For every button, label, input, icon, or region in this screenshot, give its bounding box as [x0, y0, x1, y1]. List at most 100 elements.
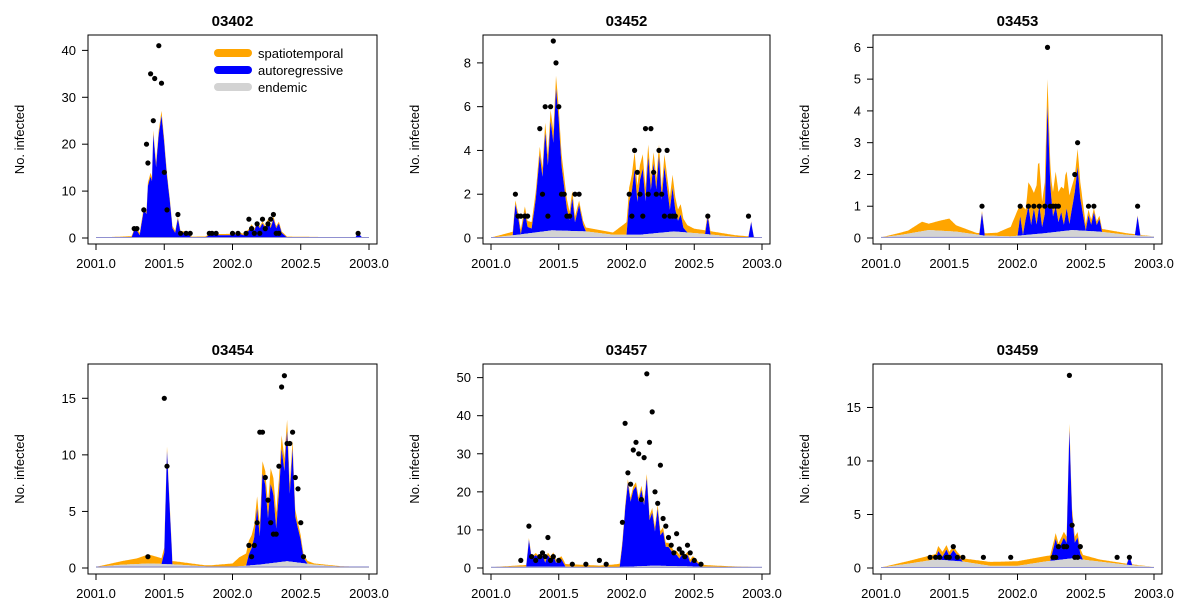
- observed-point: [946, 554, 952, 560]
- observed-point: [161, 169, 167, 175]
- observed-point: [576, 191, 582, 197]
- observed-point: [525, 213, 531, 219]
- y-tick-label: 40: [457, 408, 471, 423]
- observed-point: [927, 554, 933, 560]
- plot-area: [491, 38, 762, 239]
- y-tick-label: 10: [62, 184, 76, 199]
- observed-point: [249, 226, 255, 232]
- observed-point: [270, 211, 276, 218]
- x-tick-label: 2001.0: [861, 256, 901, 271]
- endemic-area: [96, 561, 369, 568]
- y-axis-label: No. infected: [797, 434, 812, 503]
- x-tick-label: 2001.0: [861, 586, 901, 601]
- observed-point: [246, 216, 252, 222]
- x-tick-label: 2001.5: [539, 256, 579, 271]
- observed-point: [150, 118, 156, 124]
- y-tick-label: 20: [62, 137, 76, 152]
- observed-point: [273, 531, 279, 537]
- observed-point: [1066, 372, 1072, 378]
- observed-point: [518, 557, 524, 564]
- panel-03454: 2001.0 2001.5 2002.0 2002.5 2003.0 0 5 10 15 0345…: [12, 342, 389, 601]
- observed-point: [629, 213, 635, 219]
- x-tick-label: 2002.0: [607, 256, 647, 271]
- observed-point: [254, 221, 260, 227]
- y-tick-label: 10: [62, 447, 76, 462]
- x-tick-label: 2001.0: [76, 256, 116, 271]
- observed-point: [268, 520, 274, 526]
- observed-point: [539, 550, 546, 556]
- observed-point: [583, 561, 589, 567]
- panel-title: 03452: [606, 13, 648, 30]
- y-tick-label: 15: [62, 391, 76, 406]
- observed-point: [661, 213, 668, 219]
- x-tick-label: 2001.0: [471, 256, 511, 271]
- plot-frame: [482, 34, 771, 245]
- observed-point: [254, 520, 260, 526]
- observed-point: [1017, 203, 1023, 209]
- observed-point: [134, 226, 140, 232]
- y-axis-label: No. infected: [12, 105, 27, 174]
- observed-point: [652, 489, 658, 495]
- x-tick-label: 2002.5: [281, 256, 321, 271]
- y-tick-label: 3: [854, 135, 861, 150]
- observed-point: [634, 169, 640, 175]
- x-tick-label: 2003.0: [349, 586, 389, 601]
- x-tick-label: 2001.5: [539, 586, 579, 601]
- x-tick-label: 2003.0: [1134, 586, 1174, 601]
- autoregressive-area: [881, 430, 1154, 568]
- plot-area: [491, 371, 762, 568]
- y-tick-label: 6: [464, 99, 471, 114]
- observed-point: [561, 191, 567, 197]
- y-tick-label: 20: [457, 484, 471, 499]
- observed-point: [553, 60, 559, 66]
- observed-point: [262, 226, 268, 232]
- observed-point: [512, 191, 519, 197]
- x-tick-label: 2003.0: [1134, 256, 1174, 271]
- observed-point: [651, 169, 657, 175]
- plot-area: [96, 373, 369, 568]
- spatiotemporal-area: [881, 79, 1154, 238]
- panel-title: 03459: [997, 342, 1039, 359]
- x-tick-label: 2003.0: [349, 256, 389, 271]
- plot-area: [96, 43, 369, 239]
- observed-point: [660, 515, 666, 522]
- observed-point: [1126, 554, 1132, 560]
- observed-point: [1069, 522, 1075, 528]
- panel-title: 03453: [997, 13, 1039, 30]
- observed-point: [556, 104, 562, 110]
- legend-label: endemic: [258, 80, 308, 95]
- observed-point: [265, 497, 271, 503]
- y-tick-label: 0: [69, 231, 76, 246]
- observed-point: [687, 550, 693, 556]
- observed-point: [158, 80, 165, 86]
- observed-point: [649, 409, 655, 415]
- x-tick-label: 2003.0: [742, 256, 782, 271]
- y-tick-label: 0: [464, 561, 471, 576]
- observed-point: [148, 71, 154, 77]
- observed-point: [164, 463, 170, 469]
- panel-03457: 2001.0 2001.5 2002.0 2002.5 2003.0 0 10 20 30 40 5…: [407, 342, 782, 601]
- observed-point: [1025, 203, 1031, 209]
- panel-title: 03457: [606, 342, 648, 359]
- y-axis-label: No. infected: [797, 105, 812, 174]
- observed-point: [659, 191, 665, 197]
- spatiotemporal-area: [96, 110, 369, 238]
- legend: spatiotemporal autoregressive endemic: [214, 46, 343, 95]
- observed-point: [178, 230, 184, 236]
- observed-point: [518, 213, 524, 219]
- observed-point: [1135, 203, 1141, 209]
- y-tick-label: 4: [464, 143, 471, 158]
- observed-point: [645, 191, 651, 197]
- observed-point: [664, 147, 670, 153]
- observed-point: [979, 203, 985, 209]
- x-tick-label: 2002.0: [998, 586, 1038, 601]
- observed-point: [637, 191, 643, 197]
- observed-point: [698, 561, 704, 567]
- x-tick-label: 2001.5: [929, 586, 969, 601]
- observed-point: [1053, 554, 1059, 560]
- observed-point: [161, 395, 167, 401]
- observed-point: [668, 542, 674, 548]
- observed-point: [1064, 544, 1070, 550]
- y-tick-label: 10: [847, 453, 861, 468]
